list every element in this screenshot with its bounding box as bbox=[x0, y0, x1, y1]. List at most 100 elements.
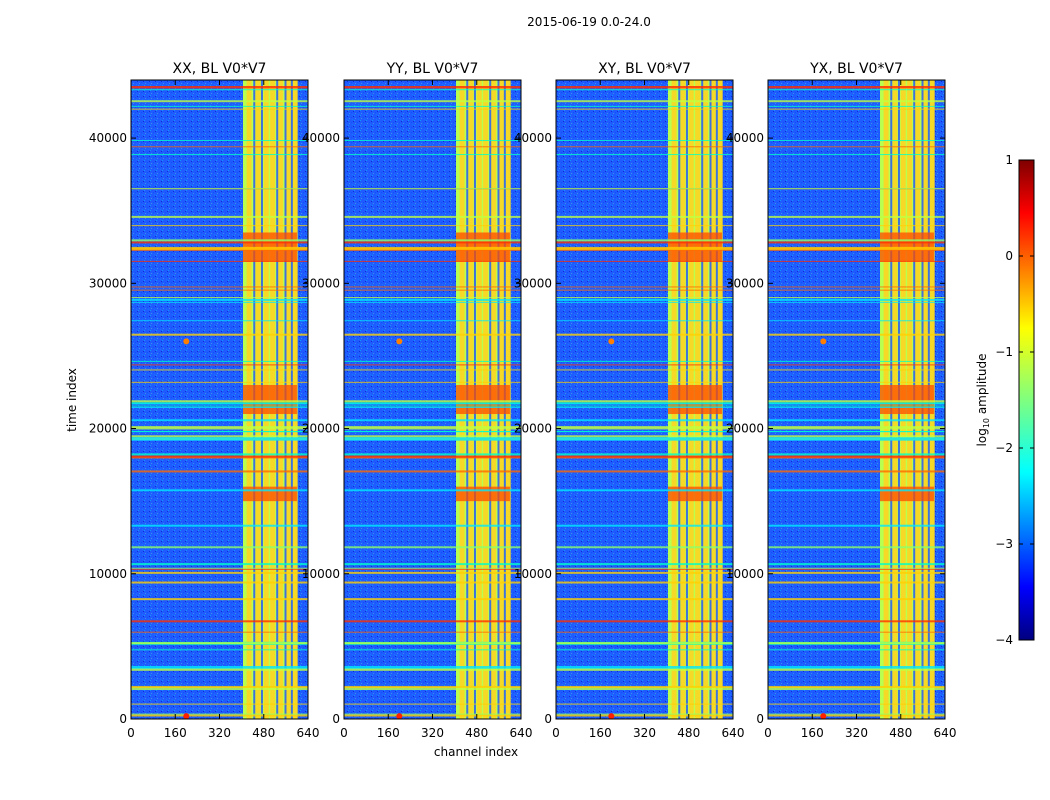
rfi-spot bbox=[820, 338, 827, 345]
time-rfi-line bbox=[768, 524, 945, 527]
colorbar-tick-label: −3 bbox=[995, 537, 1013, 551]
time-rfi-line bbox=[556, 649, 733, 651]
time-rfi-line bbox=[768, 381, 945, 383]
time-rfi-line bbox=[556, 581, 733, 584]
y-tick-label: 0 bbox=[119, 712, 127, 726]
time-rfi-line bbox=[768, 567, 945, 569]
time-rfi-line bbox=[768, 298, 945, 301]
time-rfi-line bbox=[344, 289, 521, 291]
x-tick-label: 160 bbox=[164, 726, 187, 740]
time-rfi-line bbox=[131, 86, 308, 88]
time-rfi-line bbox=[768, 563, 945, 566]
time-rfi-line bbox=[556, 405, 733, 407]
hot-time-band bbox=[243, 486, 297, 502]
time-rfi-line bbox=[768, 427, 945, 430]
panel-title: XY, BL V0*V7 bbox=[598, 61, 691, 77]
time-rfi-line bbox=[131, 426, 308, 429]
time-rfi-line bbox=[768, 140, 945, 142]
time-rfi-line bbox=[556, 631, 733, 633]
time-rfi-line bbox=[768, 649, 945, 651]
y-tick-label: 40000 bbox=[514, 131, 552, 145]
time-rfi-line bbox=[131, 435, 308, 438]
colorbar-label-rest: amplitude bbox=[975, 354, 989, 418]
time-rfi-line bbox=[556, 666, 733, 668]
time-rfi-line bbox=[131, 470, 308, 473]
time-rfi-line bbox=[556, 239, 733, 242]
time-rfi-line bbox=[768, 100, 945, 103]
time-rfi-line bbox=[556, 100, 733, 103]
time-rfi-line bbox=[344, 489, 521, 492]
time-rfi-line bbox=[768, 320, 945, 322]
time-rfi-line bbox=[556, 568, 733, 570]
time-rfi-line bbox=[768, 215, 945, 218]
time-rfi-line bbox=[131, 188, 308, 190]
y-tick-label: 30000 bbox=[726, 276, 764, 290]
time-rfi-line bbox=[131, 685, 308, 688]
time-rfi-line bbox=[131, 364, 308, 366]
time-rfi-line bbox=[344, 631, 521, 633]
time-rfi-line bbox=[556, 687, 733, 691]
time-rfi-line bbox=[556, 298, 733, 301]
time-rfi-line bbox=[344, 105, 521, 107]
time-rfi-line bbox=[131, 406, 308, 408]
time-rfi-line bbox=[344, 642, 521, 645]
time-rfi-line bbox=[344, 108, 521, 110]
hot-time-band bbox=[880, 384, 934, 415]
time-rfi-line bbox=[556, 400, 733, 403]
time-rfi-line bbox=[344, 320, 521, 322]
time-rfi-line bbox=[131, 453, 308, 456]
time-rfi-line bbox=[556, 140, 733, 142]
x-tick-label: 480 bbox=[465, 726, 488, 740]
time-rfi-line bbox=[344, 406, 521, 408]
x-tick-label: 0 bbox=[764, 726, 772, 740]
time-rfi-line bbox=[131, 100, 308, 103]
time-rfi-line bbox=[556, 455, 733, 458]
time-rfi-line bbox=[344, 146, 521, 148]
time-rfi-line bbox=[131, 703, 308, 705]
time-rfi-line bbox=[131, 260, 308, 262]
y-tick-label: 20000 bbox=[302, 422, 340, 436]
hot-time-band bbox=[243, 384, 297, 415]
time-rfi-line bbox=[768, 546, 945, 549]
time-rfi-line bbox=[131, 563, 308, 566]
panels-group: XX, BL V0*V7 0 160 320 480 640 0 10000 20000 3000… bbox=[89, 61, 957, 740]
rfi-spot bbox=[396, 338, 403, 345]
time-rfi-line bbox=[131, 239, 308, 242]
rfi-spot bbox=[608, 338, 615, 345]
time-rfi-line bbox=[131, 297, 308, 299]
time-rfi-line bbox=[556, 364, 733, 366]
time-rfi-line bbox=[131, 668, 308, 671]
time-rfi-line bbox=[131, 568, 308, 570]
time-rfi-line bbox=[131, 437, 308, 441]
x-tick-label: 0 bbox=[552, 726, 560, 740]
time-rfi-line bbox=[131, 154, 308, 156]
rfi-spot bbox=[820, 713, 827, 719]
colorbar-label-base: log bbox=[975, 428, 989, 446]
time-rfi-line bbox=[556, 642, 733, 645]
time-rfi-line bbox=[556, 598, 733, 601]
time-rfi-line bbox=[768, 426, 945, 429]
time-rfi-line bbox=[768, 86, 945, 89]
time-rfi-line bbox=[556, 546, 733, 549]
figure-suptitle: 2015-06-19 0.0-24.0 bbox=[527, 15, 651, 29]
time-rfi-line bbox=[344, 402, 521, 405]
colorbar-label: log10 amplitude bbox=[975, 354, 991, 447]
x-tick-label: 320 bbox=[633, 726, 656, 740]
time-rfi-line bbox=[131, 241, 308, 244]
time-rfi-line bbox=[768, 489, 945, 492]
time-rfi-line bbox=[768, 225, 945, 227]
time-rfi-line bbox=[131, 108, 308, 110]
time-rfi-line bbox=[556, 703, 733, 705]
x-tick-label: 640 bbox=[297, 726, 320, 740]
colorbar-tick-label: −1 bbox=[995, 345, 1013, 359]
time-rfi-line bbox=[344, 100, 521, 103]
time-rfi-line bbox=[768, 571, 945, 574]
time-rfi-line bbox=[344, 364, 521, 366]
time-rfi-line bbox=[344, 568, 521, 570]
time-rfi-line bbox=[131, 489, 308, 492]
time-rfi-line bbox=[344, 188, 521, 190]
time-rfi-line bbox=[768, 260, 945, 262]
time-rfi-line bbox=[344, 360, 521, 362]
heatmap-panel: YX, BL V0*V7 0 160 320 480 640 0 10000 20000 3000… bbox=[726, 61, 957, 740]
time-rfi-line bbox=[768, 455, 945, 458]
